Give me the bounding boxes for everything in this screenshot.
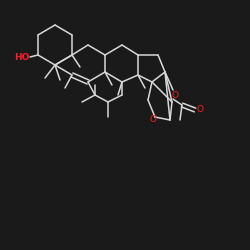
- Text: O: O: [196, 106, 203, 114]
- Text: HO: HO: [14, 52, 30, 62]
- Text: O: O: [172, 92, 178, 100]
- Text: O: O: [150, 114, 156, 124]
